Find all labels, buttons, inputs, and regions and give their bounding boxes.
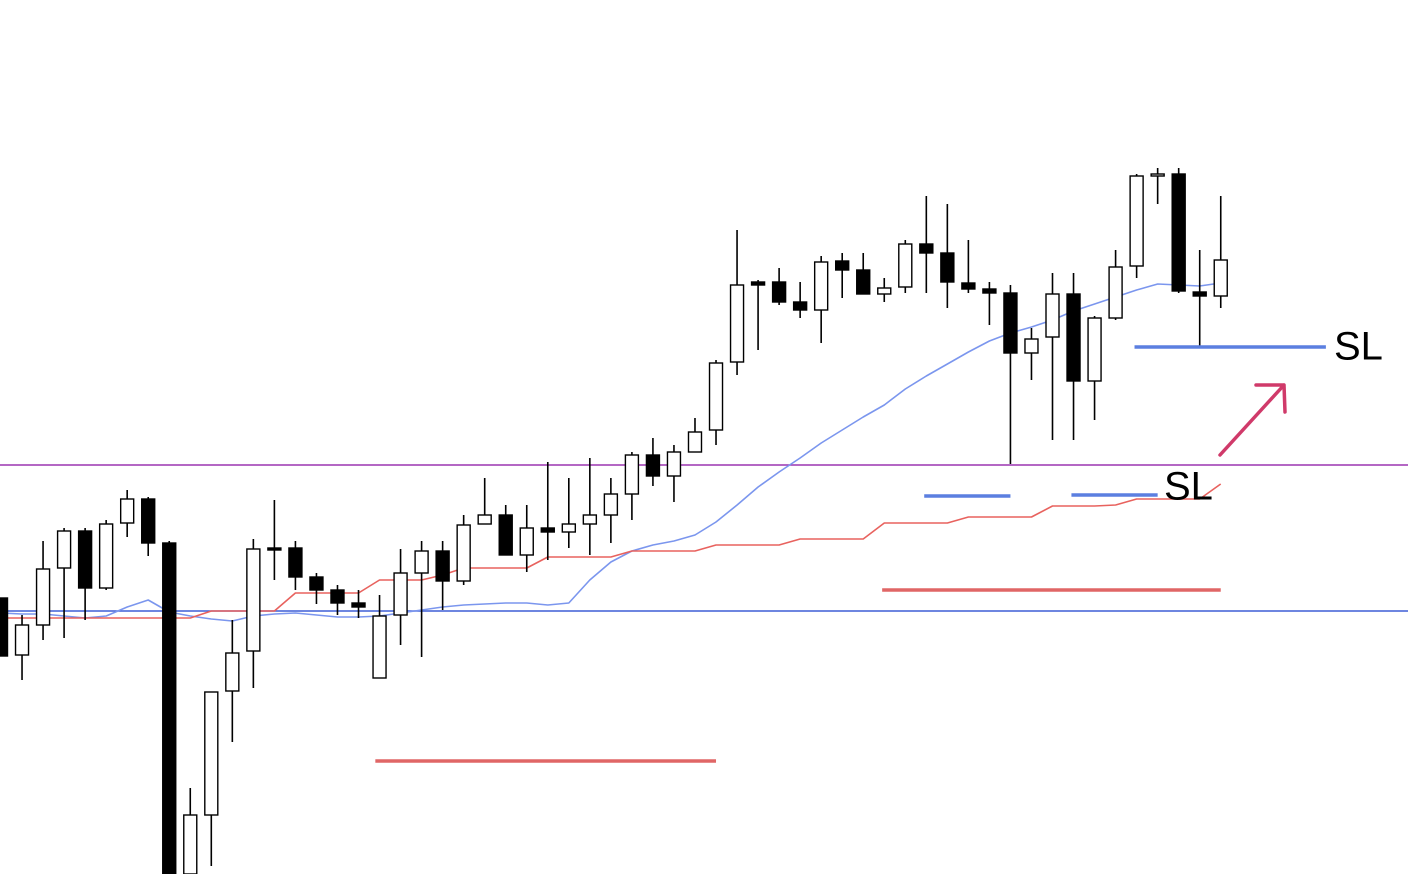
candle-body bbox=[330, 589, 345, 604]
lines-layer bbox=[0, 282, 1408, 622]
sl-label: SL bbox=[1164, 465, 1213, 509]
candle-body bbox=[919, 243, 934, 254]
candle-body bbox=[1108, 266, 1123, 319]
candle-body bbox=[1171, 173, 1186, 292]
candle-body bbox=[898, 243, 913, 288]
candle-body bbox=[98, 523, 114, 589]
candle-body bbox=[35, 568, 51, 626]
candle-body bbox=[561, 523, 577, 533]
candle-body bbox=[477, 514, 492, 525]
candle-body bbox=[877, 287, 892, 295]
candle-body bbox=[961, 282, 976, 290]
candle-body bbox=[519, 527, 534, 556]
candle-body bbox=[393, 572, 408, 616]
candle-body bbox=[645, 454, 661, 477]
candle-body bbox=[204, 691, 219, 816]
candle-body bbox=[1213, 259, 1228, 297]
candle-body bbox=[1087, 317, 1102, 382]
candle-body bbox=[666, 451, 682, 477]
candle-body bbox=[1024, 338, 1039, 354]
candle-body bbox=[940, 252, 955, 283]
candle-body bbox=[351, 602, 366, 608]
candle-body bbox=[540, 527, 555, 533]
candles-layer bbox=[0, 168, 1228, 874]
candle-body bbox=[1150, 173, 1165, 177]
candle-body bbox=[183, 814, 198, 874]
candle-body bbox=[119, 498, 135, 524]
candle-body bbox=[856, 269, 871, 295]
candle-body bbox=[982, 288, 997, 294]
candle-body bbox=[141, 498, 156, 544]
candle-body bbox=[14, 624, 30, 656]
candle-body bbox=[729, 284, 745, 363]
candle-body bbox=[414, 550, 429, 574]
candle-body bbox=[309, 576, 324, 591]
candle-body bbox=[225, 652, 240, 692]
candle-body bbox=[1192, 291, 1207, 297]
indicator-line bbox=[0, 282, 1221, 622]
candle-body bbox=[1129, 175, 1144, 267]
candle-body bbox=[372, 615, 387, 679]
candle-body bbox=[0, 597, 9, 657]
candle-body bbox=[56, 530, 72, 569]
candle-body bbox=[288, 547, 303, 578]
candle-body bbox=[77, 530, 93, 589]
indicator-line bbox=[1, 483, 1222, 619]
candle-body bbox=[771, 281, 787, 303]
candle-body bbox=[582, 514, 598, 525]
candle-body bbox=[624, 454, 640, 495]
candle-body bbox=[687, 431, 703, 453]
candle-body bbox=[708, 362, 724, 431]
candle-body bbox=[456, 524, 471, 582]
arrow bbox=[1218, 383, 1287, 457]
candle-body bbox=[162, 542, 177, 874]
candle-body bbox=[813, 261, 829, 311]
candle-body bbox=[1066, 293, 1081, 382]
candle-body bbox=[750, 281, 766, 286]
candle-body bbox=[267, 547, 282, 551]
candle-body bbox=[835, 260, 850, 271]
candle-body bbox=[498, 514, 513, 556]
segments-layer bbox=[375, 345, 1326, 763]
candle-body bbox=[1003, 292, 1018, 354]
sl-label: SL bbox=[1334, 325, 1383, 369]
candle-body bbox=[246, 548, 261, 652]
candle-body bbox=[603, 493, 619, 516]
candle-body bbox=[792, 301, 808, 311]
candle-body bbox=[1045, 293, 1060, 338]
candle-body bbox=[435, 550, 450, 582]
